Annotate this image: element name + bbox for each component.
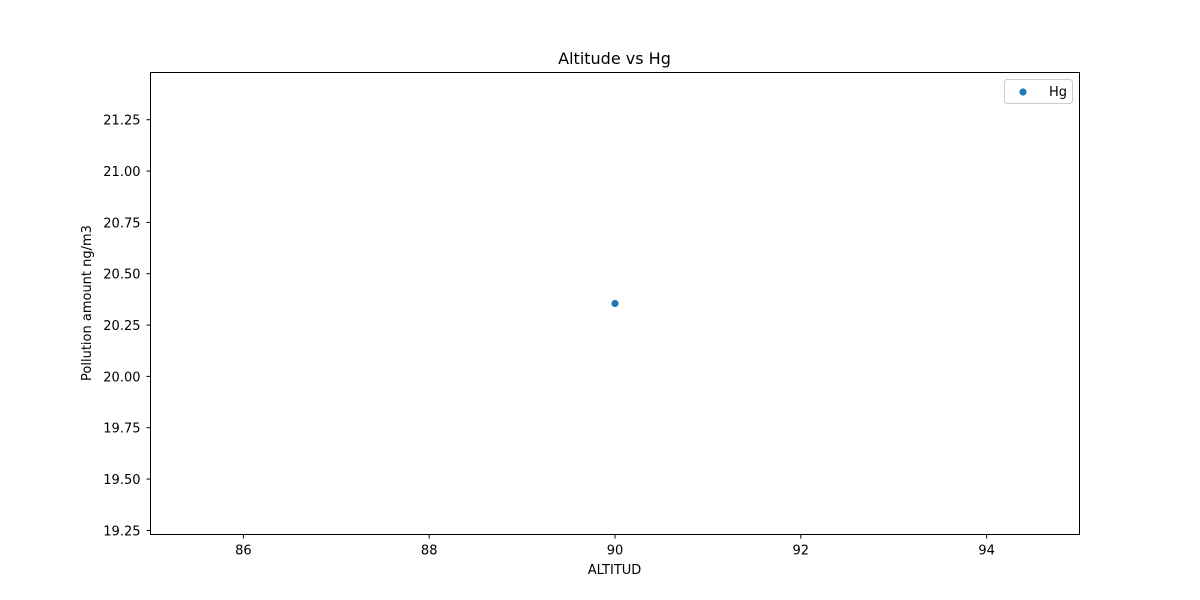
y-tick-label: 19.25 xyxy=(103,524,140,539)
data-points xyxy=(611,299,619,308)
x-tick-label: 92 xyxy=(793,544,810,559)
data-point xyxy=(611,299,619,308)
y-axis-label: Pollution amount ng/m3 xyxy=(80,225,95,381)
y-axis: 19.25 19.50 19.75 20.00 20.25 20.50 20.75 21.00… xyxy=(103,114,151,539)
legend: Hg xyxy=(1004,79,1073,104)
y-tick-label: 19.75 xyxy=(103,422,140,437)
chart-title: Altitude vs Hg xyxy=(558,49,671,68)
x-tick-label: 88 xyxy=(421,544,438,559)
y-tick-label: 21.25 xyxy=(103,114,140,129)
x-axis: 86 88 90 92 94 xyxy=(235,534,995,559)
legend-box xyxy=(1004,79,1073,104)
y-tick-label: 20.75 xyxy=(103,216,140,231)
x-tick-label: 94 xyxy=(978,544,995,559)
y-tick-label: 20.50 xyxy=(103,268,140,283)
y-tick-label: 19.50 xyxy=(103,473,140,488)
x-tick-label: 86 xyxy=(235,544,252,559)
y-tick-label: 20.25 xyxy=(103,319,140,334)
y-tick-label: 20.00 xyxy=(103,370,140,385)
x-tick-label: 90 xyxy=(607,544,624,559)
legend-label-hg: Hg xyxy=(1049,85,1067,100)
legend-marker xyxy=(1019,88,1027,96)
y-tick-label: 21.00 xyxy=(103,165,140,180)
x-axis-label: ALTITUD xyxy=(588,563,642,578)
